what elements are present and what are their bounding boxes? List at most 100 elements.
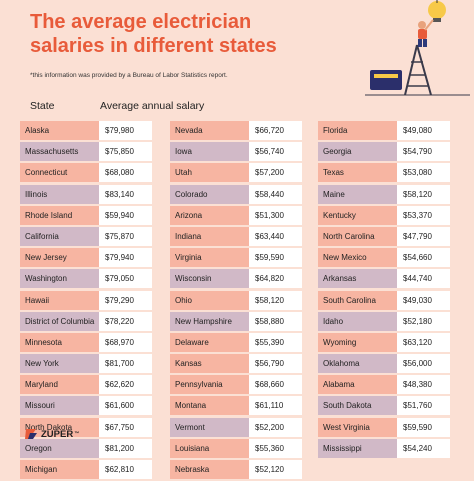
state-cell: Mississippi bbox=[318, 438, 397, 458]
state-cell: Colorado bbox=[170, 184, 249, 204]
table-row: New Jersey $79,940 bbox=[20, 248, 152, 268]
table-row: Maryland $62,620 bbox=[20, 375, 152, 395]
table-row: Montana $61,110 bbox=[170, 396, 302, 416]
salary-cell: $59,590 bbox=[397, 417, 450, 437]
salary-cell: $58,440 bbox=[249, 184, 302, 204]
state-cell: Illinois bbox=[20, 184, 99, 204]
table-row: Maine $58,120 bbox=[318, 184, 450, 204]
state-cell: Montana bbox=[170, 396, 249, 416]
salary-cell: $51,760 bbox=[397, 396, 450, 416]
table-row: Oklahoma $56,000 bbox=[318, 354, 450, 374]
salary-cell: $75,850 bbox=[99, 142, 152, 162]
table-row: New Hampshire $58,880 bbox=[170, 311, 302, 331]
state-cell: Georgia bbox=[318, 142, 397, 162]
table-row: Hawaii $79,290 bbox=[20, 290, 152, 310]
state-cell: Oklahoma bbox=[318, 354, 397, 374]
table-row: North Carolina $47,790 bbox=[318, 226, 450, 246]
salary-cell: $63,440 bbox=[249, 226, 302, 246]
state-cell: Alabama bbox=[318, 375, 397, 395]
salary-cell: $68,080 bbox=[99, 163, 152, 183]
salary-cell: $79,980 bbox=[99, 121, 152, 140]
state-cell: New York bbox=[20, 354, 99, 374]
salary-cell: $81,200 bbox=[99, 438, 152, 458]
salary-cell: $44,740 bbox=[397, 269, 450, 289]
salary-cell: $64,820 bbox=[249, 269, 302, 289]
state-cell: California bbox=[20, 226, 99, 246]
state-cell: Minnesota bbox=[20, 332, 99, 352]
state-cell: Ohio bbox=[170, 290, 249, 310]
salary-cell: $83,140 bbox=[99, 184, 152, 204]
salary-cell: $61,600 bbox=[99, 396, 152, 416]
table-row: Nebraska $52,120 bbox=[170, 460, 302, 479]
table-row: Texas $53,080 bbox=[318, 163, 450, 183]
salary-cell: $49,030 bbox=[397, 290, 450, 310]
state-cell: Vermont bbox=[170, 417, 249, 437]
toolbox-icon bbox=[370, 70, 402, 90]
salary-cell: $61,110 bbox=[249, 396, 302, 416]
state-cell: Idaho bbox=[318, 311, 397, 331]
table-row: Indiana $63,440 bbox=[170, 226, 302, 246]
salary-cell: $58,880 bbox=[249, 311, 302, 331]
table-row: Massachusetts $75,850 bbox=[20, 142, 152, 162]
table-row: Arizona $51,300 bbox=[170, 205, 302, 225]
table-row: South Dakota $51,760 bbox=[318, 396, 450, 416]
state-cell: North Carolina bbox=[318, 226, 397, 246]
table-row: Iowa $56,740 bbox=[170, 142, 302, 162]
table-column-2: Nevada $66,720 Iowa $56,740 Utah $57,200 Color… bbox=[170, 121, 302, 481]
header-state: State bbox=[30, 100, 55, 112]
table-column-1: Alaska $79,980 Massachusetts $75,850 Connect… bbox=[20, 121, 152, 481]
salary-cell: $56,000 bbox=[397, 354, 450, 374]
state-cell: South Dakota bbox=[318, 396, 397, 416]
table-row: Wyoming $63,120 bbox=[318, 332, 450, 352]
state-cell: Nevada bbox=[170, 121, 249, 140]
zuper-logo: ZUPER ™ bbox=[24, 428, 79, 440]
table-row: North Dakota $67,750 bbox=[20, 417, 152, 437]
header-salary: Average annual salary bbox=[100, 100, 205, 112]
salary-cell: $48,380 bbox=[397, 375, 450, 395]
table-row: Vermont $52,200 bbox=[170, 417, 302, 437]
table-row: California $75,870 bbox=[20, 226, 152, 246]
salary-cell: $54,660 bbox=[397, 248, 450, 268]
state-cell: Arkansas bbox=[318, 269, 397, 289]
table-row: Connecticut $68,080 bbox=[20, 163, 152, 183]
table-row: Michigan $62,810 bbox=[20, 460, 152, 479]
salary-cell: $75,870 bbox=[99, 226, 152, 246]
salary-cell: $52,180 bbox=[397, 311, 450, 331]
table-row: Virginia $59,590 bbox=[170, 248, 302, 268]
salary-cell: $63,120 bbox=[397, 332, 450, 352]
salary-cell: $47,790 bbox=[397, 226, 450, 246]
state-cell: North Dakota bbox=[20, 417, 99, 437]
state-cell: Kansas bbox=[170, 354, 249, 374]
light-bulb-icon bbox=[428, 1, 446, 19]
salary-cell: $57,200 bbox=[249, 163, 302, 183]
salary-cell: $52,200 bbox=[249, 417, 302, 437]
state-cell: Rhode Island bbox=[20, 205, 99, 225]
salary-cell: $79,050 bbox=[99, 269, 152, 289]
salary-cell: $66,720 bbox=[249, 121, 302, 140]
salary-cell: $62,620 bbox=[99, 375, 152, 395]
state-cell: Oregon bbox=[20, 438, 99, 458]
table-row: Rhode Island $59,940 bbox=[20, 205, 152, 225]
table-row: Idaho $52,180 bbox=[318, 311, 450, 331]
state-cell: Alaska bbox=[20, 121, 99, 140]
table-row: Delaware $55,390 bbox=[170, 332, 302, 352]
state-cell: District of Columbia bbox=[20, 311, 99, 331]
state-cell: Kentucky bbox=[318, 205, 397, 225]
salary-cell: $56,740 bbox=[249, 142, 302, 162]
state-cell: Missouri bbox=[20, 396, 99, 416]
salary-cell: $49,080 bbox=[397, 121, 450, 140]
state-cell: Maine bbox=[318, 184, 397, 204]
state-cell: Iowa bbox=[170, 142, 249, 162]
state-cell: Florida bbox=[318, 121, 397, 140]
salary-cell: $79,940 bbox=[99, 248, 152, 268]
table-row: District of Columbia $78,220 bbox=[20, 311, 152, 331]
table-row: Georgia $54,790 bbox=[318, 142, 450, 162]
salary-cell: $55,390 bbox=[249, 332, 302, 352]
state-cell: Nebraska bbox=[170, 460, 249, 479]
state-cell: Pennsylvania bbox=[170, 375, 249, 395]
source-note: *this information was provided by a Bure… bbox=[30, 72, 228, 79]
salary-cell: $54,240 bbox=[397, 438, 450, 458]
table-row: Mississippi $54,240 bbox=[318, 438, 450, 458]
salary-cell: $53,080 bbox=[397, 163, 450, 183]
table-row: Wisconsin $64,820 bbox=[170, 269, 302, 289]
